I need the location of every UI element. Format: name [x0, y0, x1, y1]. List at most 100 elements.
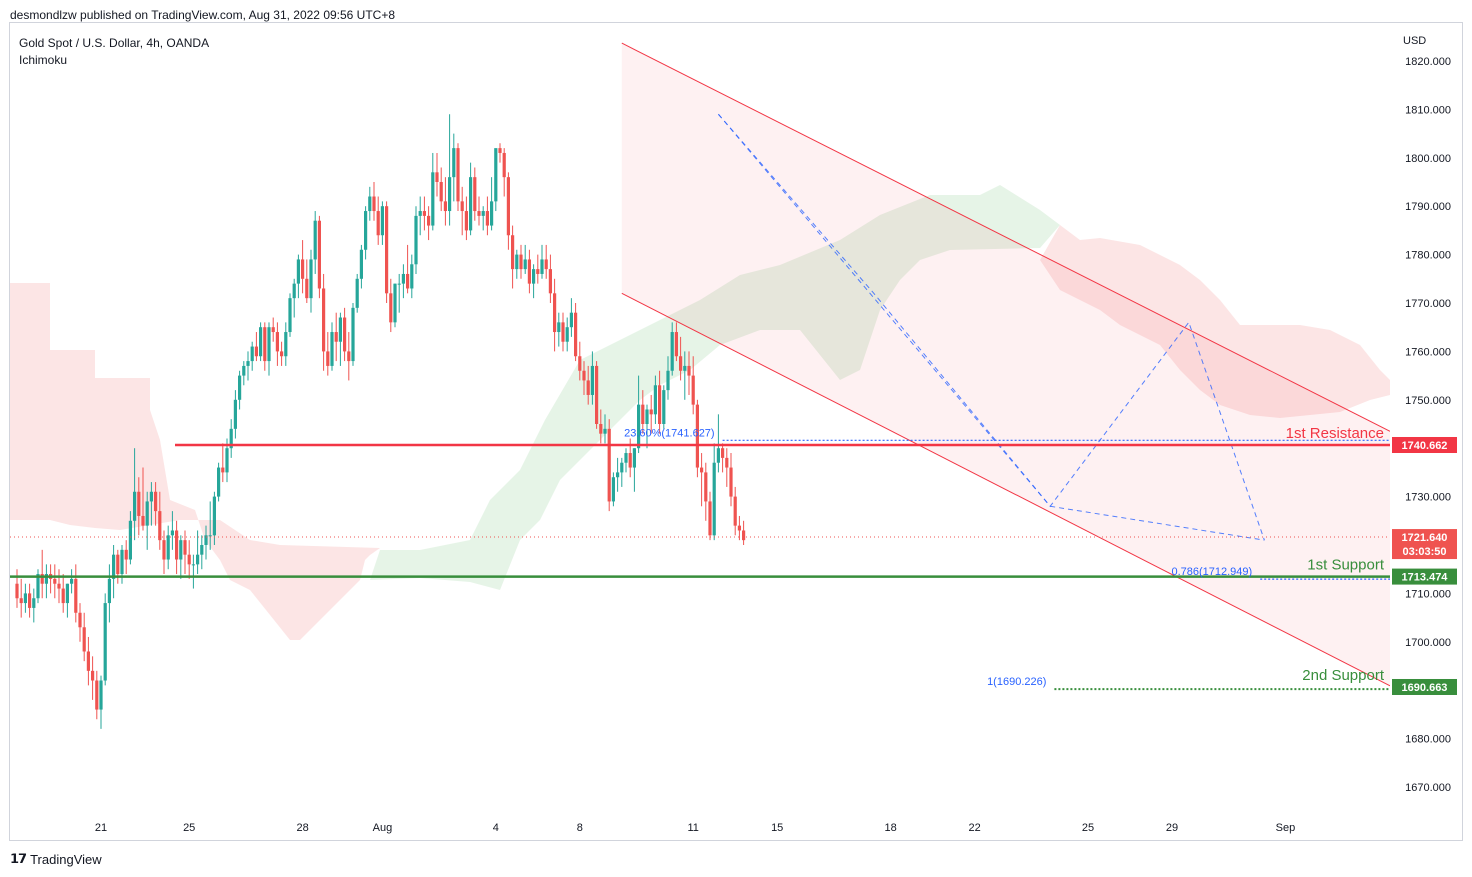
- candle-body: [19, 598, 23, 604]
- candle-body: [326, 351, 330, 366]
- candle-body: [170, 530, 174, 536]
- candle-body: [620, 462, 624, 473]
- zigzag-diagonal: [718, 113, 1051, 507]
- symbol-label[interactable]: Gold Spot / U.S. Dollar, 4h, OANDA: [19, 36, 210, 50]
- x-tick-label: 8: [577, 822, 583, 834]
- candle-body: [120, 549, 124, 575]
- candle-body: [317, 220, 321, 289]
- fibonacci-zigzag: [718, 113, 1265, 541]
- candle-body: [481, 211, 485, 216]
- brand-label: TradingView: [30, 851, 102, 867]
- candle-body: [208, 535, 212, 537]
- level-name-label: 1st Support: [1307, 557, 1385, 574]
- channel-lower-line: [621, 292, 1390, 687]
- level-price-tag-label: 1713.474: [1402, 572, 1449, 584]
- candle-body: [225, 448, 229, 473]
- candle-body: [288, 298, 292, 333]
- candle-body: [704, 472, 708, 502]
- candle-body: [280, 351, 284, 357]
- candle-body: [397, 283, 401, 285]
- candle-body: [57, 583, 61, 589]
- candle-body: [267, 327, 271, 362]
- candle-body: [61, 588, 65, 604]
- candle-body: [464, 211, 468, 231]
- candle-body: [124, 549, 128, 560]
- chart-legend: Gold Spot / U.S. Dollar, 4h, OANDA Ichim…: [19, 35, 209, 69]
- fib-level-label: 0.786(1712.949): [1171, 566, 1252, 578]
- x-tick-label: 15: [771, 822, 783, 834]
- candle-body: [632, 448, 636, 468]
- candle-body: [666, 370, 670, 391]
- candle-body: [695, 404, 699, 468]
- y-tick-label: 1780.000: [1405, 250, 1451, 262]
- candle-body: [296, 259, 300, 284]
- candle-body: [582, 370, 586, 381]
- current-price-label: 1721.640: [1402, 532, 1448, 544]
- candle-body: [485, 211, 489, 226]
- candle-body: [683, 365, 687, 371]
- candle-body: [364, 211, 368, 250]
- candle-body: [238, 375, 242, 400]
- candle-body: [187, 554, 191, 565]
- x-tick-label: 28: [296, 822, 308, 834]
- candle-body: [616, 472, 620, 478]
- candle-body: [141, 515, 145, 526]
- candle-body: [355, 278, 359, 308]
- candle-body: [418, 211, 422, 216]
- candle-body: [334, 332, 338, 342]
- candle-body: [733, 496, 737, 526]
- tradingview-logo-icon: 𝟭𝟳: [10, 851, 27, 866]
- candle-body: [263, 327, 267, 362]
- candle-body: [494, 148, 498, 202]
- candle-body: [422, 211, 426, 216]
- y-tick-label: 1790.000: [1405, 201, 1451, 213]
- candle-body: [742, 530, 746, 541]
- indicator-label[interactable]: Ichimoku: [19, 53, 68, 67]
- candle-body: [519, 254, 523, 270]
- candle-body: [376, 211, 380, 236]
- candle-body: [36, 574, 40, 599]
- x-tick-label: 22: [968, 822, 980, 834]
- candle-body: [301, 259, 305, 279]
- brand-footer[interactable]: 𝟭𝟳 TradingView: [10, 851, 102, 867]
- candle-body: [137, 491, 141, 516]
- candle-body: [145, 501, 149, 526]
- candle-body: [70, 578, 74, 584]
- candle-body: [401, 273, 405, 284]
- candle-body: [687, 365, 691, 376]
- level-name-label: 1st Resistance: [1286, 425, 1384, 442]
- level-price-tag-label: 1690.663: [1402, 682, 1448, 694]
- cloud-bearish-right: [1040, 225, 1390, 418]
- support-resistance-levels: 1st Resistance 1740.662 1st Support 1713.47…: [10, 425, 1457, 695]
- candle-body: [351, 307, 355, 362]
- candle-body: [128, 520, 132, 560]
- cloud-bearish-left: [10, 283, 380, 640]
- candle-body: [217, 467, 221, 497]
- x-tick-label: 4: [493, 822, 499, 834]
- y-tick-label: 1800.000: [1405, 153, 1451, 165]
- candle-body: [116, 554, 120, 575]
- candle-body: [448, 177, 452, 212]
- candle-body: [653, 385, 657, 415]
- candle-body: [729, 467, 733, 497]
- candle-body: [540, 259, 544, 274]
- level-name-label: 2nd Support: [1302, 667, 1385, 684]
- candle-body: [250, 346, 254, 362]
- candle-body: [91, 670, 95, 681]
- candle-body: [343, 317, 347, 352]
- publisher-line: desmondlzw published on TradingView.com,…: [10, 8, 396, 22]
- candle-body: [536, 269, 540, 274]
- y-tick-label: 1670.000: [1405, 782, 1451, 794]
- candle-body: [498, 148, 502, 153]
- candle-body: [242, 365, 246, 376]
- candle-body: [86, 651, 90, 671]
- currency-label: USD: [1403, 35, 1426, 47]
- candle-body: [662, 390, 666, 424]
- y-tick-label: 1750.000: [1405, 395, 1451, 407]
- candle-body: [691, 375, 695, 405]
- candle-body: [78, 612, 82, 628]
- candle-body: [53, 578, 57, 584]
- candle-body: [284, 332, 288, 357]
- candle-body: [477, 211, 481, 216]
